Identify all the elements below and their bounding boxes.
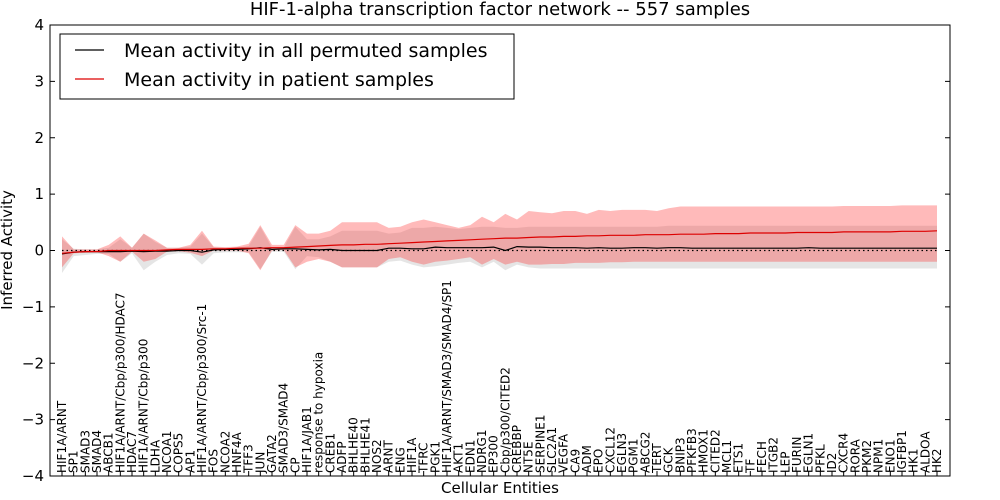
legend-label-patient: Mean activity in patient samples — [124, 69, 434, 91]
x-tick-label: ALDOA — [918, 431, 932, 473]
x-tick-label: HIF1A/ARNT/Cbp/p300 — [137, 339, 151, 473]
y-axis: −4 −3 −2 −1 0 1 2 3 4 — [22, 16, 950, 485]
x-tick-label: HIF1A/ARNT/Cbp/p300/Src-1 — [195, 304, 209, 473]
x-tick-label: HDAC7 — [125, 431, 139, 473]
x-tick-label: HK1 — [907, 448, 921, 473]
x-tick-label: NOS2 — [370, 439, 384, 473]
x-axis: HIF1A/ARNTSP1SMAD3SMAD4ABCB1HIF1A/ARNT/C… — [55, 280, 944, 476]
x-axis-label: Cellular Entities — [441, 479, 559, 497]
legend-label-permuted: Mean activity in all permuted samples — [124, 40, 487, 62]
line-series-1 — [61, 230, 938, 254]
y-tick-label: 2 — [34, 129, 44, 147]
x-tick-label: NDRG1 — [475, 430, 489, 474]
y-tick-label: 1 — [34, 185, 44, 203]
x-tick-label: PFKFB3 — [685, 428, 699, 473]
x-tick-label: ID2 — [825, 453, 839, 473]
x-tick-label: BHLHE40 — [347, 417, 361, 473]
x-tick-label: SLC2A1 — [545, 427, 559, 473]
x-tick-label: AP1 — [183, 450, 197, 473]
y-tick-label: 4 — [34, 16, 44, 34]
x-tick-label: ENO1 — [883, 439, 897, 473]
y-tick-label: 3 — [34, 72, 44, 90]
x-tick-label: EP300 — [487, 435, 501, 473]
x-tick-label: TF — [743, 459, 757, 474]
x-tick-label: PKM2 — [860, 440, 874, 473]
y-tick-label: −4 — [22, 467, 44, 485]
x-tick-label: CXCR4 — [837, 433, 851, 473]
y-tick-label: −3 — [22, 411, 44, 429]
x-tick-label: ABCB1 — [102, 433, 116, 473]
x-tick-label: SMAD4 — [90, 430, 104, 473]
x-tick-label: NT5E — [522, 441, 536, 473]
x-tick-label: ETS1 — [732, 443, 746, 473]
x-tick-label: CXCL12 — [603, 427, 617, 473]
x-tick-label: COPS5 — [172, 433, 186, 473]
x-tick-label: RORA — [848, 438, 862, 473]
x-tick-label: SP1 — [67, 451, 81, 474]
x-tick-label: HMOX1 — [697, 429, 711, 473]
x-tick-label: SMAD3 — [78, 430, 92, 473]
x-tick-label: ADFP — [335, 441, 349, 473]
x-tick-label: response to hypoxia — [312, 352, 326, 473]
x-tick-label: ARNT — [382, 439, 396, 473]
x-tick-label: HIF1A/ARNT — [55, 400, 69, 473]
x-tick-label: EDN1 — [463, 440, 477, 473]
x-tick-label: LEP — [778, 451, 792, 473]
x-tick-label: HIF1A/ARNT/SMAD3/SMAD4/SP1 — [440, 280, 454, 473]
x-tick-label: ADM — [580, 445, 594, 473]
x-tick-label: CREB1 — [323, 433, 337, 473]
x-tick-label: TERT — [650, 443, 664, 474]
series-lines — [61, 230, 938, 255]
x-tick-label: HIF1A — [405, 437, 419, 473]
x-tick-label: JUN — [253, 452, 267, 474]
x-tick-label: PGM1 — [627, 438, 641, 473]
y-tick-label: −2 — [22, 354, 44, 372]
chart-title: HIF-1-alpha transcription factor network… — [250, 0, 750, 20]
x-tick-label: VEGFA — [557, 433, 571, 473]
x-tick-label: Cbp/p300/CITED2 — [498, 367, 512, 473]
x-tick-label: BNIP3 — [673, 437, 687, 473]
x-tick-label: HK2 — [930, 448, 944, 473]
x-tick-label: LDHA — [148, 439, 162, 473]
x-tick-label: ITGB2 — [767, 437, 781, 473]
x-tick-label: ENG — [393, 447, 407, 473]
x-tick-label: AKT1 — [452, 443, 466, 473]
x-tick-label: EGLN1 — [802, 433, 816, 473]
x-tick-label: CREBBP — [510, 425, 524, 473]
y-tick-label: −1 — [22, 298, 44, 316]
legend: Mean activity in all permuted samples Me… — [59, 33, 515, 100]
x-tick-label: FOS — [207, 449, 221, 473]
x-tick-label: BHLHE41 — [358, 417, 372, 473]
x-tick-label: HIF1A/JAB1 — [300, 406, 314, 473]
line-series-0 — [61, 245, 937, 255]
x-tick-label: NPM1 — [872, 439, 886, 473]
legend-box — [59, 33, 515, 100]
y-axis-label: Inferred Activity — [0, 190, 16, 310]
x-tick-label: CA9 — [568, 449, 582, 473]
x-tick-label: HNF4A — [230, 431, 244, 473]
y-tick-label: 0 — [34, 242, 44, 260]
x-tick-label: GATA2 — [265, 434, 279, 473]
x-tick-label: GCK — [662, 446, 676, 473]
x-tick-label: FURIN — [790, 436, 804, 473]
x-tick-label: PFKL — [813, 444, 827, 473]
x-tick-label: MCL1 — [720, 440, 734, 473]
x-tick-label: EPO — [592, 449, 606, 473]
x-tick-label: IGFBP1 — [895, 430, 909, 473]
x-tick-label: NCOA1 — [160, 431, 174, 473]
x-tick-label: FECH — [755, 441, 769, 473]
x-tick-label: NCOA2 — [218, 431, 232, 473]
x-tick-label: TFRC — [417, 443, 431, 474]
x-tick-label: EGLN3 — [615, 433, 629, 473]
x-tick-label: CP — [288, 457, 302, 473]
x-tick-label: PGK1 — [428, 441, 442, 473]
x-tick-label: CITED2 — [708, 429, 722, 473]
x-tick-label: ABCG2 — [638, 431, 652, 473]
x-tick-label: TFF3 — [242, 444, 256, 474]
x-tick-label: SERPINE1 — [533, 414, 547, 473]
x-tick-label: HIF1A/ARNT/Cbp/p300/HDAC7 — [113, 292, 127, 473]
x-tick-label: SMAD3/SMAD4 — [277, 383, 291, 473]
